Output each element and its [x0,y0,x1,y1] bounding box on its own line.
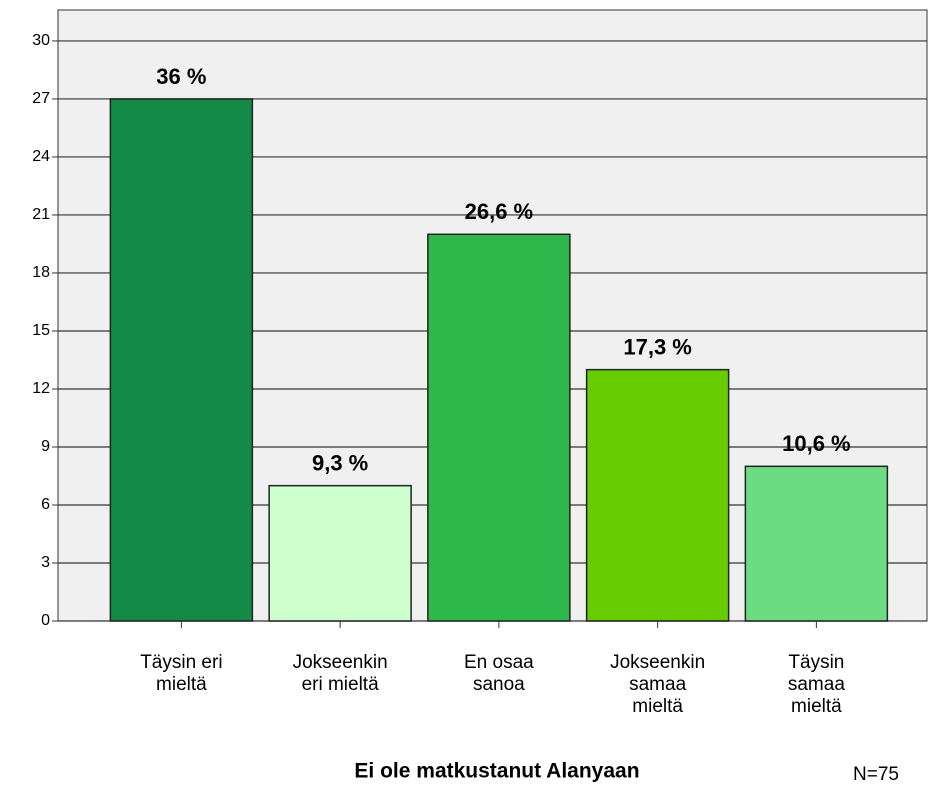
x-tick-label-line: samaa [629,674,686,695]
value-label: 26,6 % [465,199,534,224]
y-tick-label: 30 [32,32,50,49]
value-label: 17,3 % [623,334,692,359]
x-tick-label-line: sanoa [473,674,525,695]
x-tick-label: Jokseenkin eri mieltä [293,652,388,695]
x-tick-label-line: mieltä [632,696,683,717]
bar [268,484,412,622]
x-tick-label: Täysin samaa mieltä [788,652,845,717]
x-tick-label-line: En osaa [464,652,534,673]
x-tick-label: En osaa sanoa [464,652,534,695]
y-tick-label: 24 [32,148,50,165]
y-tick-label: 6 [41,496,50,513]
y-tick-label: 18 [32,264,50,281]
bar [744,465,889,622]
x-tick-label-line: mieltä [791,696,842,717]
note: N=75 [853,764,899,785]
value-label: 10,6 % [782,431,851,456]
y-tick-label: 0 [41,612,50,629]
value-label: 36 % [156,64,206,89]
x-tick-label: Täysin eri mieltä [140,652,222,695]
y-tick-label: 3 [41,554,50,571]
y-tick-label: 21 [32,206,50,223]
value-label: 9,3 % [312,450,368,475]
x-tick-label-line: Jokseenkin [610,652,705,673]
x-tick-label-line: Täysin [788,652,844,673]
x-tick-label: Jokseenkin samaa mieltä [610,652,705,717]
x-tick-label-line: Täysin eri [140,652,222,673]
y-tick-label: 12 [32,380,50,397]
x-tick-label-line: samaa [788,674,845,695]
x-tick-label-line: Jokseenkin [293,652,388,673]
x-tick-label-line: eri mieltä [302,674,380,695]
bar [427,233,571,622]
y-tick-label: 27 [32,90,50,107]
y-tick-label: 15 [32,322,50,339]
chart-title: Ei ole matkustanut Alanyaan [354,760,639,783]
bar [109,98,254,622]
y-tick-label: 9 [41,438,50,455]
x-tick-label-line: mieltä [156,674,207,695]
bar [585,368,730,622]
